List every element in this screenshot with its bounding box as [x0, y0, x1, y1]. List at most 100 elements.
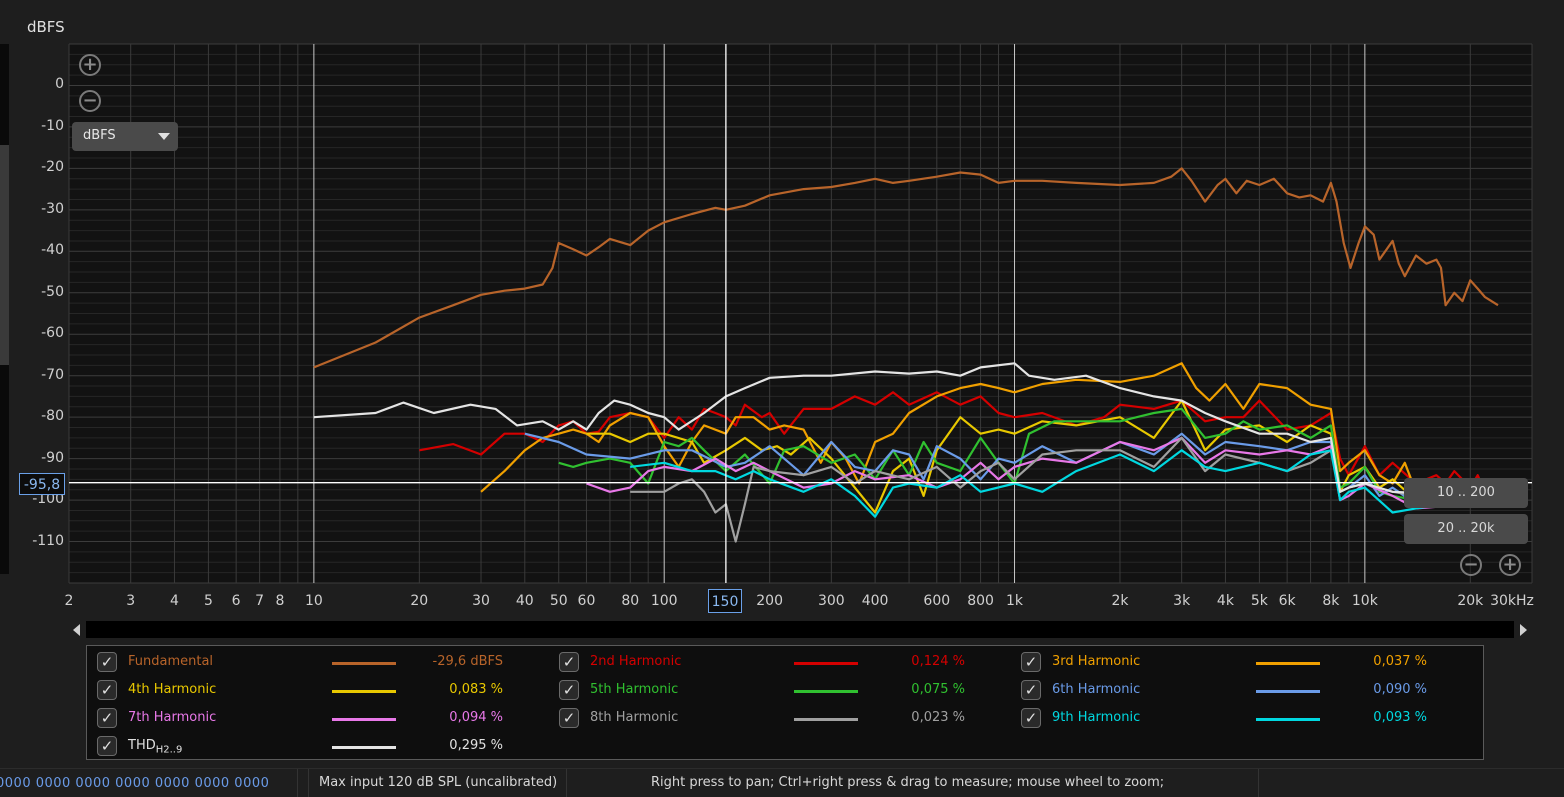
scroll-right-arrow-icon[interactable]: [1520, 624, 1527, 636]
x-tick-label: 6: [231, 593, 241, 609]
legend-label: THDH2..9: [128, 738, 183, 756]
y-tick-label: -10: [41, 117, 64, 134]
level-meters-readout: 0000 0000 0000 0000 0000 0000 0000: [0, 776, 270, 791]
legend-label: Fundamental: [128, 654, 214, 669]
x-tick-label: 60: [577, 593, 596, 609]
legend-label: 3rd Harmonic: [1052, 654, 1141, 669]
scroll-left-arrow-icon[interactable]: [73, 624, 80, 636]
legend-item: ✓ 8th Harmonic 0,023 %: [559, 708, 979, 732]
y-tick-label: -80: [41, 408, 64, 425]
series-thd: [313, 362, 1471, 497]
y-tick-label: -100: [32, 491, 64, 508]
unit-select[interactable]: dBFS: [72, 122, 178, 151]
x-tick-label: 3k: [1173, 593, 1191, 609]
legend-item: ✓ Fundamental -29,6 dBFS: [97, 652, 517, 676]
legend-checkbox[interactable]: ✓: [97, 652, 117, 672]
x-tick-label: 4k: [1216, 593, 1234, 609]
x-tick-label: 600: [923, 593, 951, 609]
max-input-status: Max input 120 dB SPL (uncalibrated): [319, 775, 558, 790]
legend-checkbox[interactable]: ✓: [97, 736, 117, 756]
legend-value: 0,023 %: [911, 710, 965, 725]
zoom-in-x-button[interactable]: +: [1499, 554, 1521, 576]
y-tick-label: -70: [41, 366, 64, 383]
legend-value: 0,093 %: [1373, 710, 1427, 725]
legend-line-swatch: [332, 718, 396, 721]
unit-select-value: dBFS: [83, 128, 116, 143]
y-tick-label: -40: [41, 242, 64, 259]
zoom-in-y-button[interactable]: +: [79, 54, 101, 76]
vertical-scrollbar-thumb[interactable]: [0, 145, 9, 365]
legend-checkbox[interactable]: ✓: [97, 680, 117, 700]
legend-line-swatch: [794, 718, 858, 721]
series-5th-harmonic: [558, 407, 1471, 502]
x-tick-label: 30: [472, 593, 490, 609]
x-tick-label: 800: [967, 593, 994, 609]
x-tick-label: 7: [255, 593, 265, 609]
legend-label: 6th Harmonic: [1052, 682, 1141, 697]
x-tick-label: 20: [410, 593, 429, 609]
x-tick-label: 200: [756, 593, 784, 609]
legend-item: ✓ 9th Harmonic 0,093 %: [1021, 708, 1441, 732]
x-tick-label: 20k: [1457, 593, 1484, 609]
series-fundamental: [313, 167, 1499, 369]
legend-item: ✓ 3rd Harmonic 0,037 %: [1021, 652, 1441, 676]
legend-line-swatch: [794, 690, 858, 693]
zoom-out-x-button[interactable]: −: [1460, 554, 1482, 576]
legend-label: 7th Harmonic: [128, 710, 217, 725]
zoom-out-y-button[interactable]: −: [79, 90, 101, 112]
legend-checkbox[interactable]: ✓: [1021, 708, 1041, 728]
legend-line-swatch: [332, 746, 396, 749]
status-bar: 0000 0000 0000 0000 0000 0000 0000 Max i…: [0, 768, 1564, 797]
chevron-down-icon: [158, 133, 170, 140]
y-axis-unit-label: dBFS: [27, 18, 65, 36]
legend-checkbox[interactable]: ✓: [1021, 680, 1041, 700]
x-tick-label: 30kHz: [1490, 593, 1534, 609]
legend-line-swatch: [1256, 718, 1320, 721]
horizontal-scrollbar[interactable]: [86, 621, 1514, 638]
x-tick-label: 3: [126, 593, 136, 609]
legend-checkbox[interactable]: ✓: [559, 680, 579, 700]
x-tick-label: 5: [203, 593, 213, 609]
distortion-plot[interactable]: [68, 43, 1533, 584]
legend-label: 8th Harmonic: [590, 710, 679, 725]
legend-line-swatch: [332, 662, 396, 665]
series-2nd-harmonic: [419, 391, 1486, 493]
y-tick-label: -90: [41, 449, 64, 466]
hint-status: Right press to pan; Ctrl+right press & d…: [651, 775, 1165, 790]
range-20-20k-button[interactable]: 20 .. 20k: [1404, 514, 1528, 544]
y-tick-label: -50: [41, 283, 64, 300]
x-tick-label: 400: [861, 593, 889, 609]
legend-checkbox[interactable]: ✓: [559, 652, 579, 672]
y-tick-label: 0: [55, 76, 64, 93]
cursor-x-readout: 150: [708, 589, 742, 613]
legend-value: 0,124 %: [911, 654, 965, 669]
legend-value: 0,094 %: [449, 710, 503, 725]
series-9th-harmonic: [630, 449, 1471, 518]
legend-value: 0,075 %: [911, 682, 965, 697]
x-tick-label: 4: [169, 593, 179, 609]
plus-circle-icon: +: [1502, 554, 1518, 575]
x-tick-label: 80: [621, 593, 640, 609]
legend-panel: ✓ Fundamental -29,6 dBFS ✓ 2nd Harmonic 0…: [86, 645, 1484, 760]
minus-circle-icon: −: [82, 90, 98, 111]
legend-checkbox[interactable]: ✓: [1021, 652, 1041, 672]
legend-checkbox[interactable]: ✓: [97, 708, 117, 728]
x-tick-label: 2k: [1111, 593, 1129, 609]
legend-value: 0,295 %: [449, 738, 503, 753]
legend-item: ✓ 4th Harmonic 0,083 %: [97, 680, 517, 704]
legend-line-swatch: [1256, 662, 1320, 665]
legend-item: ✓ THDH2..9 0,295 %: [97, 736, 517, 760]
legend-checkbox[interactable]: ✓: [559, 708, 579, 728]
legend-item: ✓ 6th Harmonic 0,090 %: [1021, 680, 1441, 704]
legend-value: 0,083 %: [449, 682, 503, 697]
series-3rd-harmonic: [480, 362, 1471, 506]
x-tick-label: 2: [64, 593, 74, 609]
range-10-200-button[interactable]: 10 .. 200: [1404, 478, 1528, 508]
legend-line-swatch: [794, 662, 858, 665]
x-tick-label: 8: [275, 593, 285, 609]
legend-value: -29,6 dBFS: [432, 654, 503, 669]
x-tick-label: 300: [817, 593, 845, 609]
plot-svg: [68, 43, 1533, 584]
legend-line-swatch: [1256, 690, 1320, 693]
x-tick-label: 1k: [1006, 593, 1024, 609]
